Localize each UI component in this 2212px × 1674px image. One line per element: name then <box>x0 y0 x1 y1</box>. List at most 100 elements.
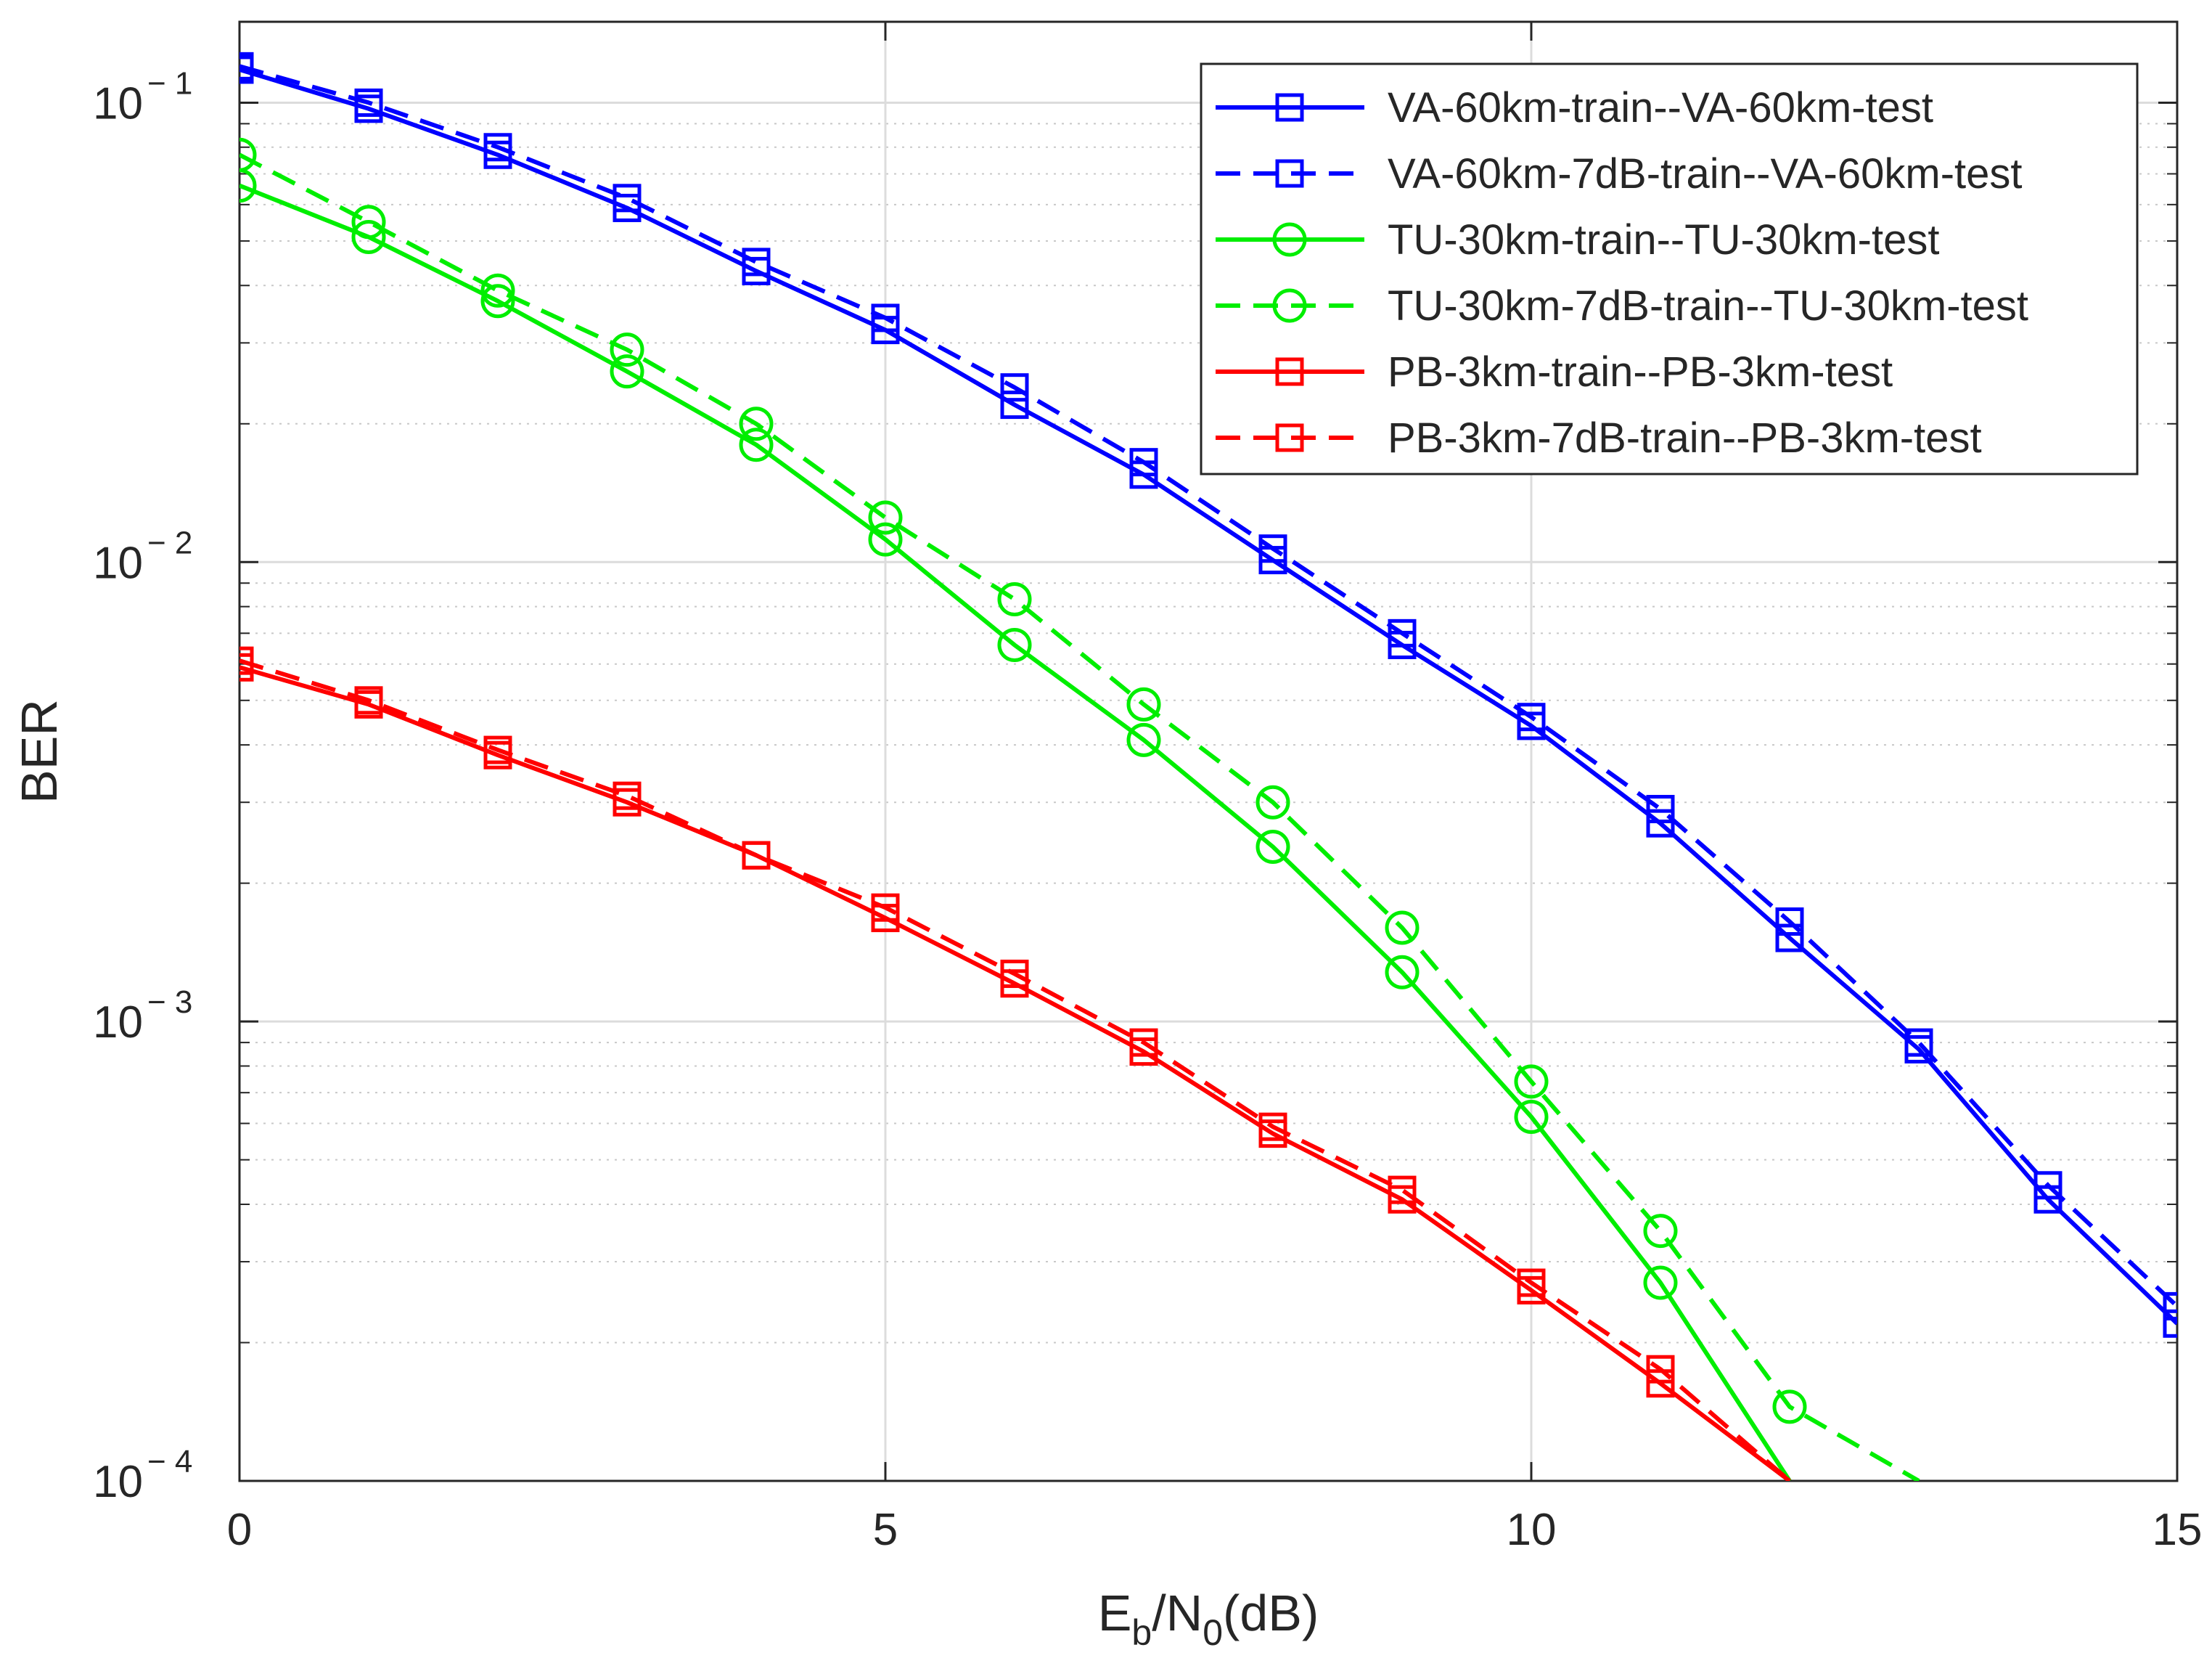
data-point <box>1646 1355 1675 1384</box>
data-point <box>742 248 771 277</box>
legend: VA-60km-train--VA-60km-test VA-60km-7dB-t… <box>1200 62 2139 475</box>
legend-label: VA-60km-7dB-train--VA-60km-test <box>1388 150 2023 197</box>
data-point <box>1514 1100 1549 1135</box>
x-tick-label: 15 <box>2152 1505 2203 1555</box>
data-point <box>1255 830 1290 865</box>
data-point <box>1258 534 1287 563</box>
legend-label: VA-60km-train--VA-60km-test <box>1388 84 1933 131</box>
legend-entry: VA-60km-7dB-train--VA-60km-test <box>1216 150 2023 197</box>
data-point <box>1646 795 1675 824</box>
plot-area-border <box>238 20 2179 1482</box>
data-point <box>1772 1389 1807 1424</box>
legend-entry: PB-3km-train--PB-3km-test <box>1216 348 1893 396</box>
data-point <box>1000 959 1029 988</box>
data-point <box>1255 785 1290 820</box>
series-line <box>239 658 1791 1481</box>
axis-ticks <box>238 22 2179 1482</box>
data-point <box>239 137 257 172</box>
data-point <box>1514 1064 1549 1099</box>
data-point <box>351 220 386 255</box>
data-point <box>1388 618 1417 648</box>
legend-label: TU-30km-7dB-train--TU-30km-test <box>1388 282 2028 330</box>
x-axis-title: Eb/N0(dB) <box>1098 1585 1319 1653</box>
data-point <box>610 332 644 367</box>
data-point <box>610 354 644 389</box>
data-point <box>1517 1268 1546 1297</box>
legend-marker <box>1275 93 1304 122</box>
data-point <box>480 284 515 319</box>
legend-box <box>1200 62 2139 475</box>
data-point <box>2163 1309 2177 1338</box>
data-point <box>1517 703 1546 732</box>
data-point <box>742 841 771 870</box>
legend-label: PB-3km-7dB-train--PB-3km-test <box>1388 415 1982 462</box>
data-point <box>354 88 383 117</box>
series-line <box>239 68 2177 1326</box>
series-4 <box>239 137 1920 1481</box>
data-point <box>239 646 254 675</box>
data-point <box>613 781 642 810</box>
y-tick-label: 10− 4 <box>93 1444 192 1507</box>
data-point <box>239 52 254 81</box>
y-axis-title: BER <box>11 699 67 804</box>
data-point <box>1126 687 1161 722</box>
legend-marker <box>1275 159 1304 188</box>
series-line <box>239 665 1791 1481</box>
series-line <box>239 183 1792 1481</box>
series-3 <box>239 168 1792 1481</box>
data-point <box>1775 907 1804 936</box>
legend-marker <box>1272 222 1307 257</box>
data-point <box>480 273 515 308</box>
legend-label: TU-30km-train--TU-30km-test <box>1388 216 1940 264</box>
data-point <box>483 735 512 764</box>
data-point <box>351 205 386 240</box>
y-tick-label: 10− 3 <box>93 984 192 1048</box>
data-point <box>868 522 903 557</box>
legend-entry: TU-30km-train--TU-30km-test <box>1216 216 1940 264</box>
data-point <box>483 133 512 162</box>
data-point <box>739 407 774 441</box>
x-tick-label: 5 <box>873 1505 898 1555</box>
data-point <box>1129 448 1158 477</box>
y-tick-labels: 10− 4 10− 3 10− 2 10− 1 <box>93 65 192 1507</box>
legend-marker <box>1275 357 1304 386</box>
data-point <box>868 500 903 535</box>
data-point <box>871 893 900 922</box>
series-6 <box>239 646 1791 1481</box>
legend-entry: PB-3km-7dB-train--PB-3km-test <box>1216 415 1982 462</box>
data-point <box>1129 1028 1158 1057</box>
data-point <box>1388 1175 1417 1204</box>
legend-marker <box>1272 288 1307 323</box>
x-tick-labels: 0 5 10 15 <box>227 1505 2203 1555</box>
series-line <box>239 64 2177 1308</box>
data-point <box>613 184 642 213</box>
data-point <box>1643 1265 1678 1300</box>
legend-entry: VA-60km-train--VA-60km-test <box>1216 84 1933 131</box>
data-point <box>1904 1028 1933 1057</box>
data-point <box>1646 809 1675 838</box>
data-point <box>1385 910 1420 945</box>
data-point <box>1000 391 1029 420</box>
data-point <box>1775 923 1804 952</box>
legend-label: PB-3km-train--PB-3km-test <box>1388 348 1893 396</box>
y-tick-label: 10− 2 <box>93 525 192 588</box>
x-tick-label: 0 <box>227 1505 252 1555</box>
data-point <box>997 582 1032 617</box>
data-point <box>871 303 900 332</box>
data-point <box>1126 722 1161 757</box>
series-group <box>239 52 2177 1481</box>
data-point <box>1643 1214 1678 1249</box>
series-line <box>239 152 1920 1481</box>
series-2 <box>239 52 2177 1320</box>
data-point <box>2163 1291 2177 1320</box>
data-point <box>1000 373 1029 402</box>
legend-marker <box>1275 423 1304 452</box>
data-point <box>1258 1112 1287 1141</box>
data-point <box>1385 955 1420 989</box>
y-tick-label: 10− 1 <box>93 65 192 128</box>
data-point <box>2033 1171 2063 1200</box>
data-point <box>997 627 1032 662</box>
data-point <box>354 686 383 715</box>
data-point <box>739 428 774 462</box>
